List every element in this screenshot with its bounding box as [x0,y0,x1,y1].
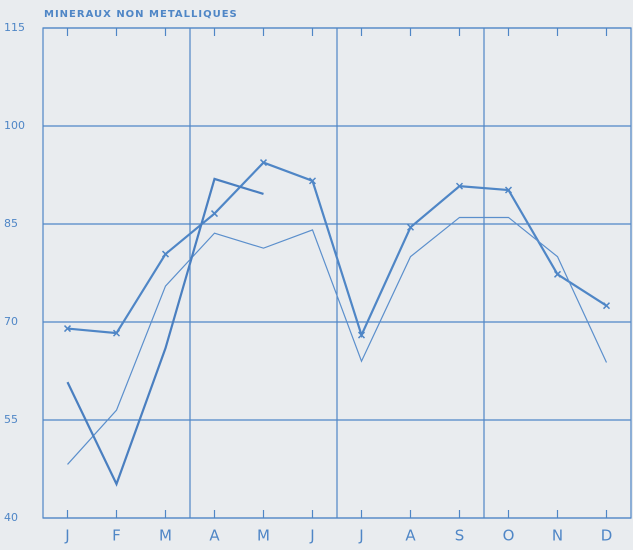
y-tick-label: 115 [4,21,25,34]
point-marker [63,325,72,333]
chart-title: MINERAUX NON METALLIQUES [44,9,238,20]
point-marker [210,210,219,218]
series-line [67,216,608,465]
y-tick-label: 55 [4,413,18,426]
y-tick-label: 100 [4,119,25,132]
point-marker [602,302,611,310]
x-tick-label: D [601,527,613,545]
x-tick-label: A [209,527,220,545]
x-tick-label: J [309,527,314,545]
x-tick-label: O [503,527,515,545]
point-marker [455,182,464,190]
x-tick-label: M [257,527,270,545]
x-tick-label: A [405,527,416,545]
point-marker [357,331,366,339]
x-tick-label: S [455,527,465,545]
point-marker [259,159,268,167]
y-tick-label: 40 [4,511,18,524]
x-tick-label: M [159,527,172,545]
x-tick-label: F [112,527,121,545]
x-tick-label: N [552,527,563,545]
x-tick-label: J [64,527,69,545]
y-tick-label: 70 [4,315,18,328]
point-marker [406,223,415,231]
series-line [66,177,264,487]
series-line [67,161,608,339]
point-marker [308,177,317,185]
point-marker [553,270,562,278]
point-marker [161,250,170,258]
point-marker [112,329,121,337]
y-tick-label: 85 [4,217,18,230]
point-marker [504,186,513,194]
x-tick-label: J [358,527,363,545]
